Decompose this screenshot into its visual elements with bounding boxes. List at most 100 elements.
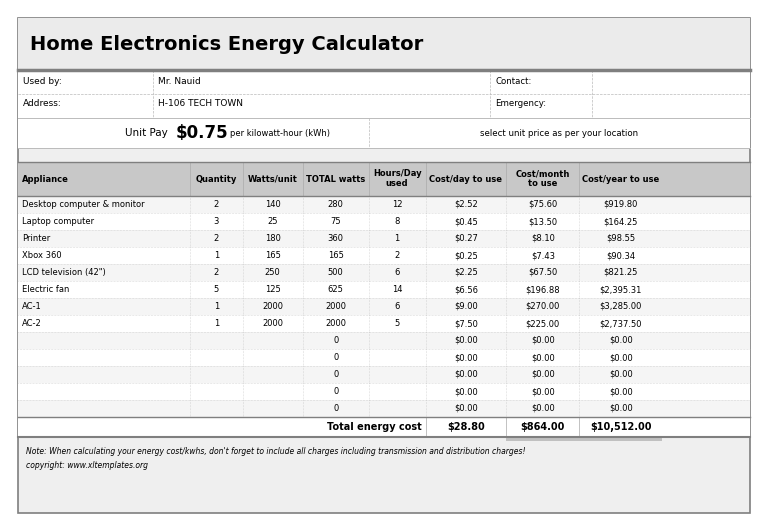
- Text: 5: 5: [214, 285, 219, 294]
- Text: 2000: 2000: [262, 319, 283, 328]
- Bar: [18, 162, 750, 196]
- Text: $0.00: $0.00: [531, 353, 554, 362]
- Text: $0.00: $0.00: [609, 387, 633, 396]
- Text: 1: 1: [214, 251, 219, 260]
- Text: $0.75: $0.75: [176, 124, 229, 142]
- Text: 1: 1: [214, 319, 219, 328]
- Text: 8: 8: [395, 217, 400, 226]
- Text: $67.50: $67.50: [528, 268, 558, 277]
- Bar: [18, 70, 750, 118]
- Text: $164.25: $164.25: [604, 217, 638, 226]
- Bar: [506, 437, 579, 441]
- Text: $28.80: $28.80: [447, 422, 485, 432]
- Text: $0.00: $0.00: [609, 370, 633, 379]
- Text: 180: 180: [265, 234, 280, 243]
- Bar: [18, 349, 750, 366]
- Text: $0.00: $0.00: [531, 404, 554, 413]
- Text: 3: 3: [214, 217, 219, 226]
- Text: Quantity: Quantity: [196, 175, 237, 184]
- Text: 2: 2: [214, 234, 219, 243]
- Text: $0.00: $0.00: [609, 353, 633, 362]
- Text: Cost/year to use: Cost/year to use: [582, 175, 660, 184]
- Text: $6.56: $6.56: [454, 285, 478, 294]
- Text: 0: 0: [333, 387, 339, 396]
- Bar: [18, 298, 750, 315]
- Text: 14: 14: [392, 285, 402, 294]
- Text: $0.00: $0.00: [609, 336, 633, 345]
- Text: $0.00: $0.00: [454, 404, 478, 413]
- Text: Hours/Day: Hours/Day: [372, 169, 422, 178]
- Text: AC-2: AC-2: [22, 319, 41, 328]
- Text: 75: 75: [330, 217, 341, 226]
- Bar: [18, 213, 750, 230]
- Text: 165: 165: [328, 251, 343, 260]
- Text: 25: 25: [267, 217, 278, 226]
- Text: $0.00: $0.00: [531, 336, 554, 345]
- Bar: [18, 332, 750, 349]
- Text: 2000: 2000: [325, 302, 346, 311]
- Bar: [18, 118, 750, 148]
- Text: $0.00: $0.00: [609, 404, 633, 413]
- Text: Electric fan: Electric fan: [22, 285, 69, 294]
- Bar: [18, 264, 750, 281]
- Text: 12: 12: [392, 200, 402, 209]
- Text: per kilowatt-hour (kWh): per kilowatt-hour (kWh): [230, 129, 330, 138]
- Text: Appliance: Appliance: [22, 175, 69, 184]
- Text: $9.00: $9.00: [454, 302, 478, 311]
- Bar: [18, 315, 750, 332]
- Text: LCD television (42"): LCD television (42"): [22, 268, 106, 277]
- Text: Contact:: Contact:: [495, 78, 531, 87]
- Text: H-106 TECH TOWN: H-106 TECH TOWN: [158, 99, 243, 108]
- Bar: [18, 366, 750, 383]
- Text: 500: 500: [328, 268, 343, 277]
- Text: $225.00: $225.00: [526, 319, 560, 328]
- Text: 2: 2: [214, 268, 219, 277]
- Text: 0: 0: [333, 353, 339, 362]
- Text: 0: 0: [333, 404, 339, 413]
- Text: $2,737.50: $2,737.50: [600, 319, 642, 328]
- Bar: [579, 437, 662, 441]
- Text: $0.45: $0.45: [454, 217, 478, 226]
- Text: 0: 0: [333, 336, 339, 345]
- Text: Cost/month: Cost/month: [515, 169, 570, 178]
- Text: 2000: 2000: [262, 302, 283, 311]
- Text: AC-1: AC-1: [22, 302, 41, 311]
- Text: $196.88: $196.88: [525, 285, 560, 294]
- Text: 1: 1: [395, 234, 400, 243]
- Text: Unit Pay: Unit Pay: [125, 128, 168, 138]
- Text: Watts/unit: Watts/unit: [248, 175, 298, 184]
- Text: $0.27: $0.27: [454, 234, 478, 243]
- Text: Home Electronics Energy Calculator: Home Electronics Energy Calculator: [30, 35, 423, 54]
- Bar: [18, 383, 750, 400]
- Text: $0.00: $0.00: [454, 353, 478, 362]
- Bar: [18, 400, 750, 417]
- Text: $919.80: $919.80: [604, 200, 638, 209]
- Text: Printer: Printer: [22, 234, 50, 243]
- Text: 140: 140: [265, 200, 280, 209]
- Text: $7.50: $7.50: [454, 319, 478, 328]
- Text: $2.25: $2.25: [454, 268, 478, 277]
- Bar: [18, 196, 750, 213]
- Text: Cost/day to use: Cost/day to use: [429, 175, 502, 184]
- Text: 6: 6: [395, 302, 400, 311]
- Text: $90.34: $90.34: [606, 251, 635, 260]
- Text: $270.00: $270.00: [525, 302, 560, 311]
- Text: $75.60: $75.60: [528, 200, 558, 209]
- Text: Total energy cost: Total energy cost: [327, 422, 422, 432]
- Text: $0.00: $0.00: [454, 370, 478, 379]
- Text: 2: 2: [214, 200, 219, 209]
- Text: select unit price as per your location: select unit price as per your location: [480, 129, 638, 138]
- Text: Xbox 360: Xbox 360: [22, 251, 61, 260]
- Text: TOTAL watts: TOTAL watts: [306, 175, 366, 184]
- Text: Note: When calculating your energy cost/kwhs, don't forget to include all charge: Note: When calculating your energy cost/…: [26, 447, 525, 456]
- Text: 625: 625: [328, 285, 343, 294]
- Text: 280: 280: [328, 200, 343, 209]
- Text: Emergency:: Emergency:: [495, 99, 546, 108]
- Text: Laptop computer: Laptop computer: [22, 217, 94, 226]
- Text: $0.00: $0.00: [454, 336, 478, 345]
- Text: 2: 2: [395, 251, 400, 260]
- Text: $2,395.31: $2,395.31: [600, 285, 642, 294]
- Text: 5: 5: [395, 319, 400, 328]
- Text: $3,285.00: $3,285.00: [600, 302, 642, 311]
- Text: $8.10: $8.10: [531, 234, 554, 243]
